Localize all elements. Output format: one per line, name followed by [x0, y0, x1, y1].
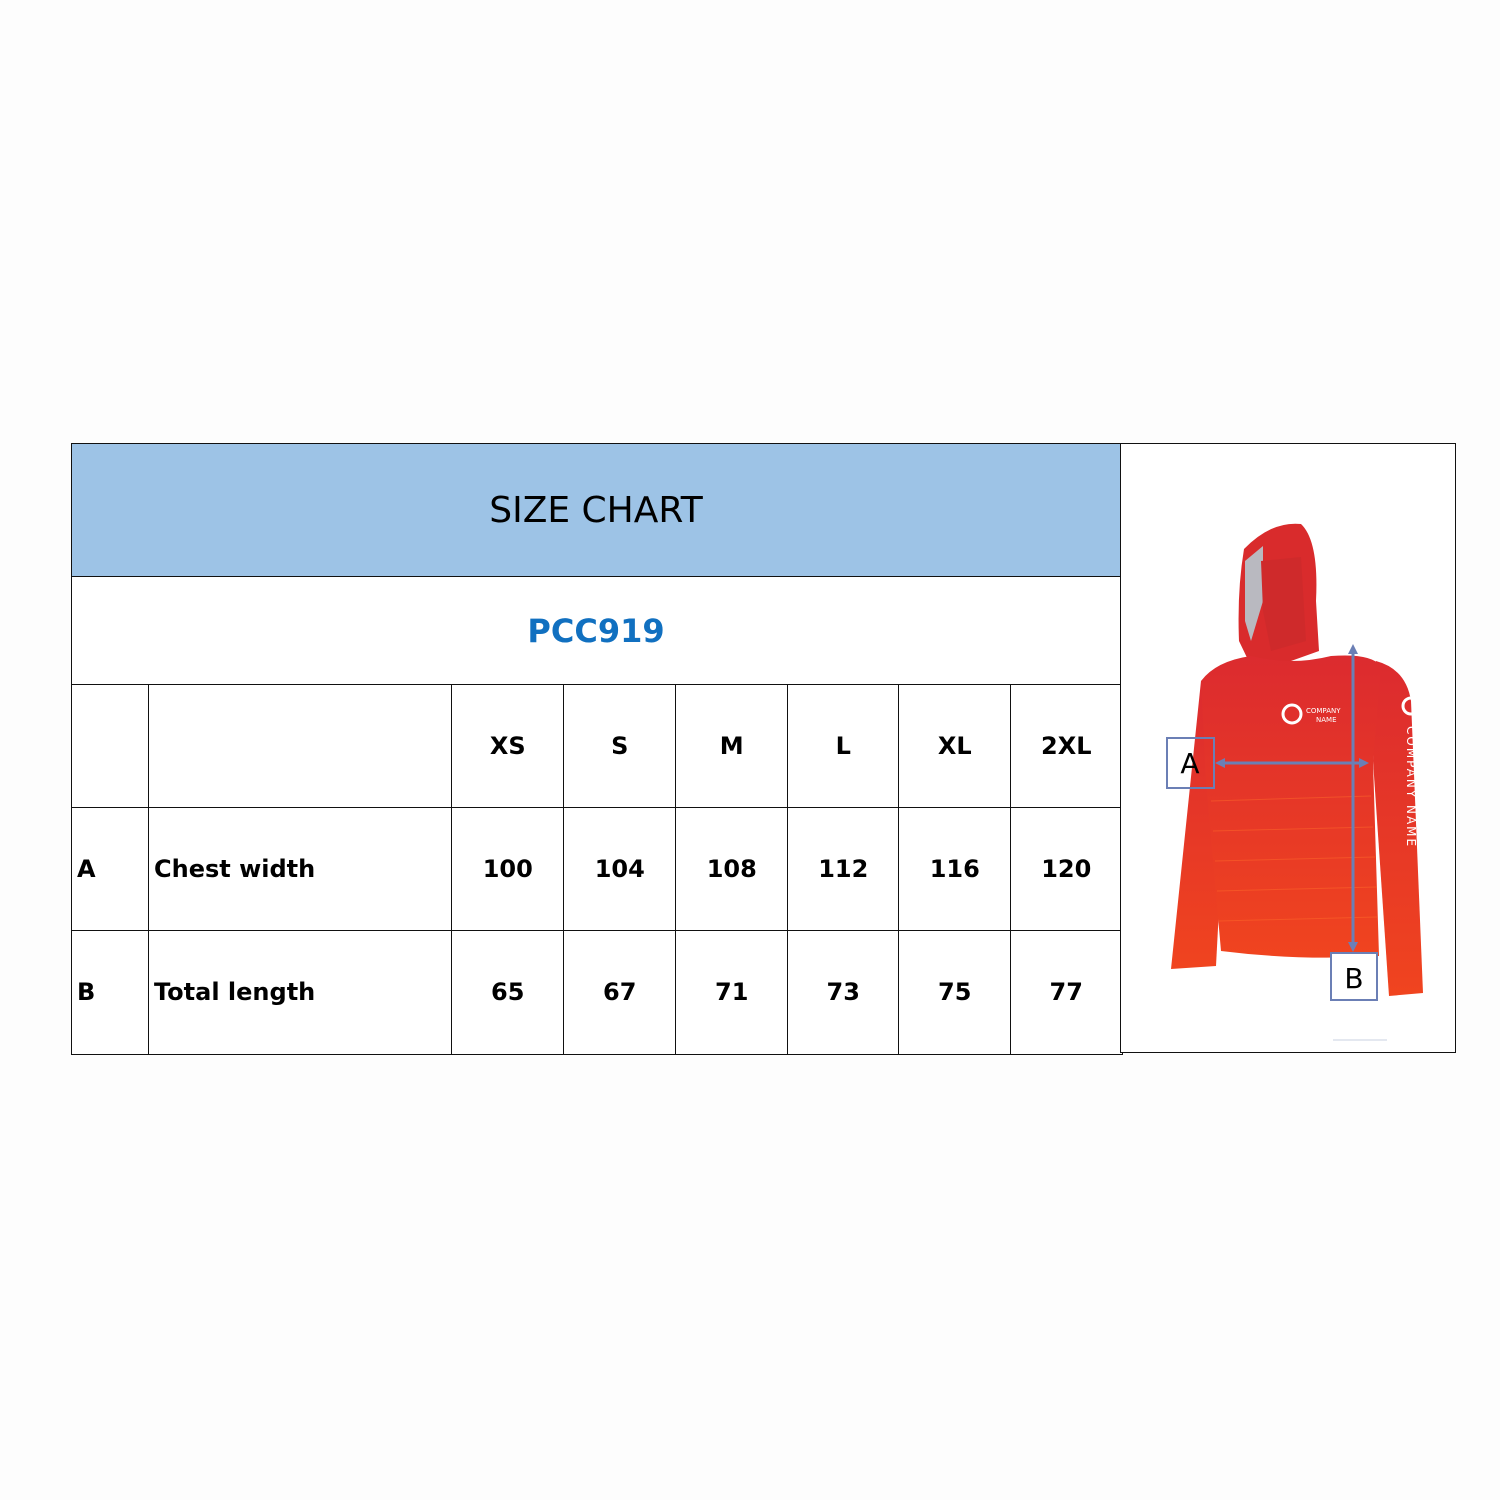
hoodie-illustration: COMPANY NAME COMPANY NAME A B [1166, 523, 1423, 1041]
measurement-key: B [71, 930, 150, 1055]
measurement-value: 100 [451, 807, 565, 932]
measurement-value: 73 [787, 930, 900, 1055]
logo-text-2: NAME [1316, 716, 1337, 724]
arrowhead-right [1359, 758, 1369, 768]
measurement-value: 116 [898, 807, 1012, 932]
marker-a: A [1180, 747, 1199, 780]
arrowhead-down [1348, 942, 1358, 952]
product-code: PCC919 [71, 576, 1121, 686]
size-header: M [675, 684, 789, 809]
size-header: XS [451, 684, 565, 809]
measurement-value: 112 [787, 807, 900, 932]
logo-icon [1281, 703, 1303, 725]
hood-lining [1245, 546, 1263, 641]
logo-text-1: COMPANY [1306, 707, 1341, 715]
measurement-value: 77 [1010, 930, 1123, 1055]
chart-title: SIZE CHART [71, 443, 1121, 578]
measurement-value: 104 [563, 807, 677, 932]
header-cell [71, 684, 150, 809]
right-sleeve [1373, 661, 1423, 996]
body [1201, 655, 1381, 958]
header-cell [148, 684, 453, 809]
measurement-label: Total length [148, 930, 453, 1055]
arrowhead-left [1215, 758, 1225, 768]
marker-a-box [1166, 737, 1215, 789]
measurement-value: 108 [675, 807, 789, 932]
measurement-value: 67 [563, 930, 677, 1055]
garment-illustration-panel: COMPANY NAME COMPANY NAME A B [1120, 443, 1456, 1053]
marker-b: B [1344, 962, 1363, 995]
measurement-key: A [71, 807, 150, 932]
measurement-value: 71 [675, 930, 789, 1055]
sleeve-text: COMPANY NAME [1404, 726, 1418, 848]
size-header: XL [898, 684, 1012, 809]
size-header: L [787, 684, 900, 809]
arrowhead-up [1348, 644, 1358, 654]
marker-b-box [1330, 952, 1378, 1001]
size-header: S [563, 684, 677, 809]
face-mask [1261, 557, 1306, 651]
fabric-pattern [1210, 795, 1378, 922]
measurement-value: 75 [898, 930, 1012, 1055]
measurement-value: 120 [1010, 807, 1123, 932]
size-header: 2XL [1010, 684, 1123, 809]
measurement-label: Chest width [148, 807, 453, 932]
measurement-value: 65 [451, 930, 565, 1055]
size-chart-table: SIZE CHART PCC919 XS S M L XL 2XL A Chest width… [71, 443, 1123, 1055]
sleeve-logo-icon [1401, 696, 1421, 716]
